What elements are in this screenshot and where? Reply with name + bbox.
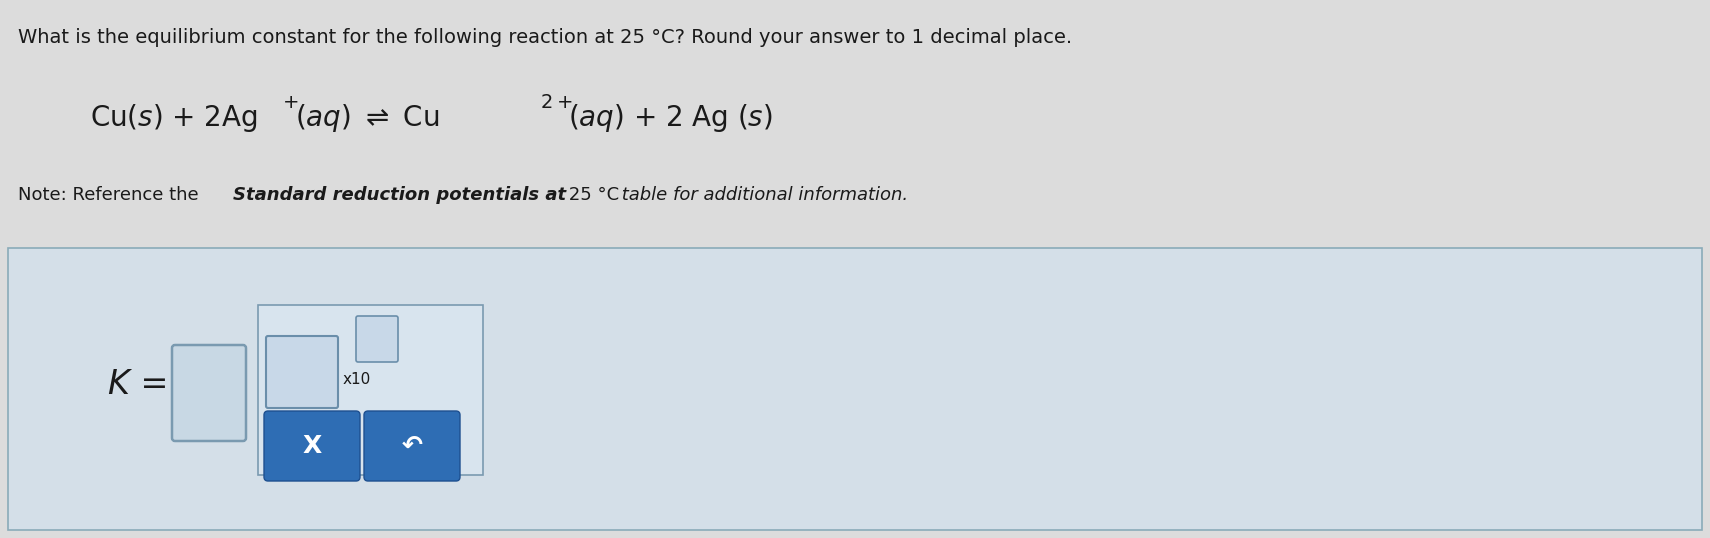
Text: K =: K =: [108, 369, 169, 401]
Text: $(aq)$ $\rightleftharpoons$ Cu: $(aq)$ $\rightleftharpoons$ Cu: [296, 102, 439, 134]
Text: ↶: ↶: [402, 434, 422, 458]
Text: x10: x10: [344, 372, 371, 387]
FancyBboxPatch shape: [356, 316, 398, 362]
FancyBboxPatch shape: [364, 411, 460, 481]
FancyBboxPatch shape: [267, 336, 339, 408]
FancyBboxPatch shape: [258, 305, 482, 475]
Text: What is the equilibrium constant for the following reaction at 25 °C? Round your: What is the equilibrium constant for the…: [19, 28, 1072, 47]
Text: $+$: $+$: [282, 93, 298, 111]
FancyBboxPatch shape: [9, 248, 1701, 530]
Text: 25 °C: 25 °C: [563, 186, 619, 204]
Text: table for additional information.: table for additional information.: [616, 186, 908, 204]
Text: Note: Reference the: Note: Reference the: [19, 186, 205, 204]
Text: $(aq)$ + 2 Ag $(s)$: $(aq)$ + 2 Ag $(s)$: [568, 102, 773, 134]
Text: X: X: [303, 434, 321, 458]
FancyBboxPatch shape: [173, 345, 246, 441]
Text: Standard reduction potentials at: Standard reduction potentials at: [233, 186, 566, 204]
Text: $2+$: $2+$: [540, 93, 573, 111]
Text: Cu($s$) + 2Ag: Cu($s$) + 2Ag: [91, 102, 258, 134]
FancyBboxPatch shape: [263, 411, 361, 481]
